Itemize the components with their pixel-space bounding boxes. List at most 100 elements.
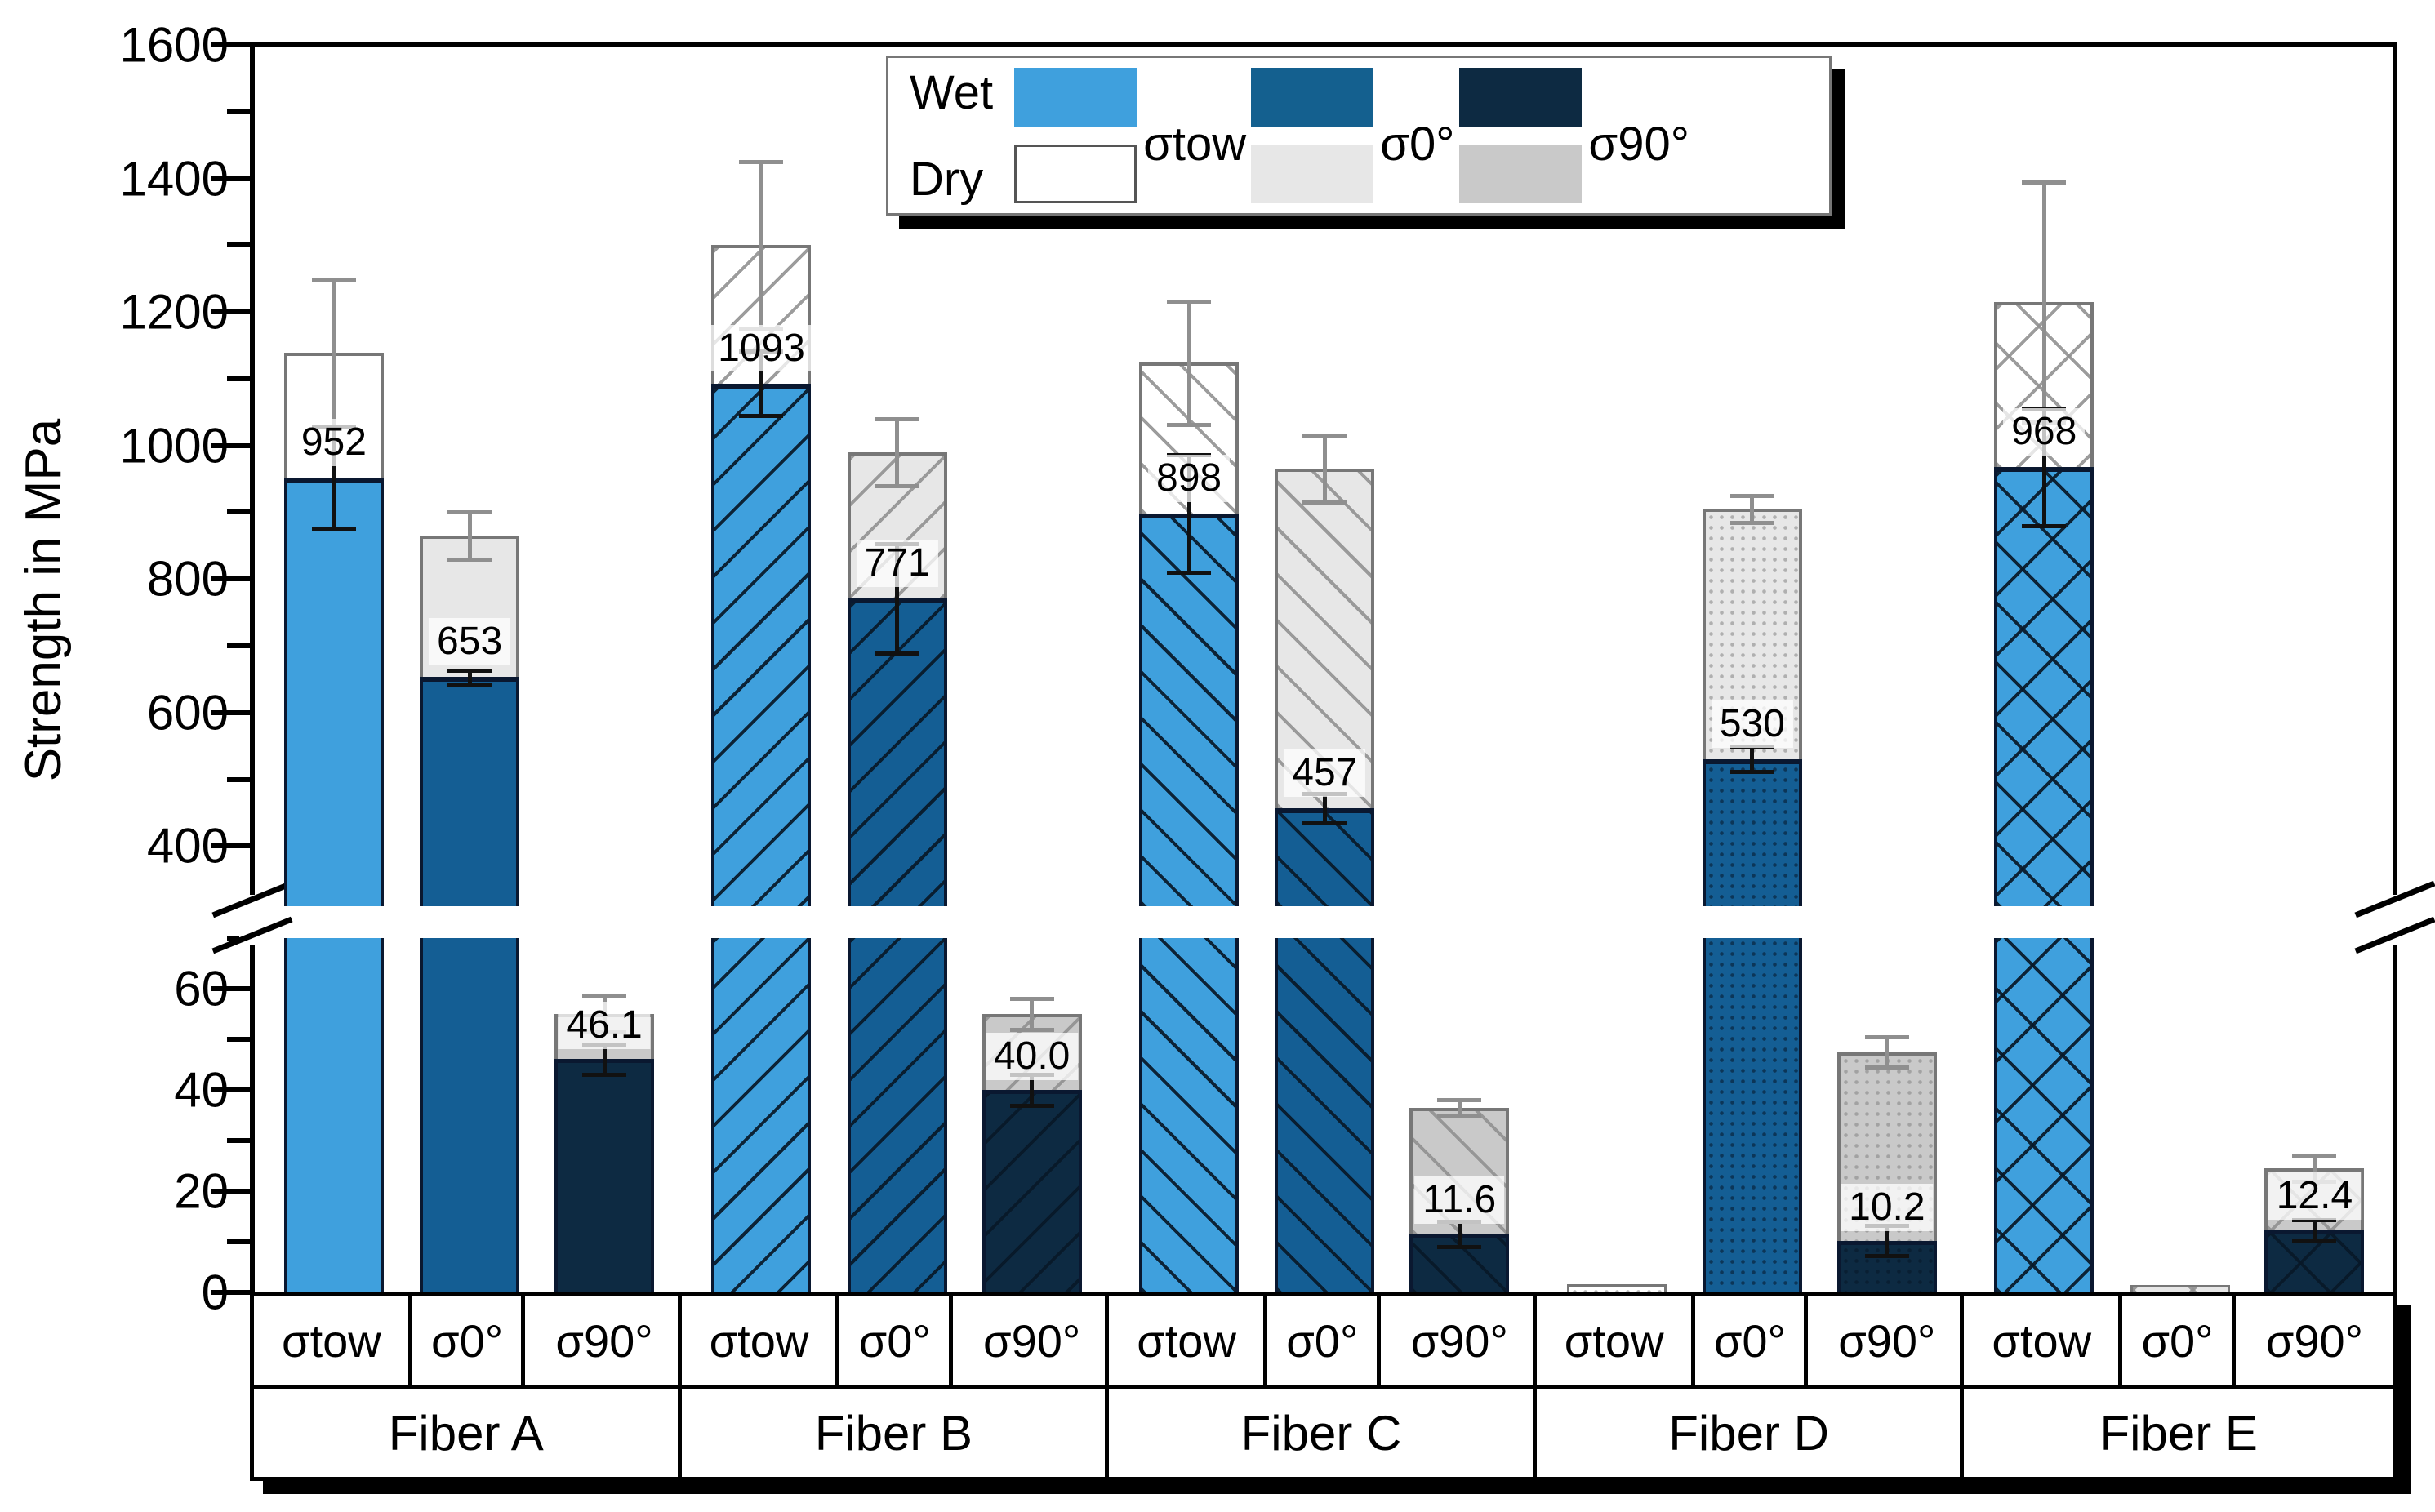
y-lower-minor-50-tick — [227, 1037, 250, 1042]
legend-label-0deg: σ0° — [1380, 117, 1455, 171]
y-upper-minor-500-tick — [227, 776, 250, 782]
x-group-FiberB: Fiber B — [677, 1385, 1111, 1481]
bar-FiberD-90deg-dry-err-captop — [1864, 1034, 1909, 1039]
y-upper-minor-700-tick — [227, 643, 250, 649]
y-lower-60-tick — [211, 986, 250, 991]
y-upper-600-label: 600 — [146, 685, 229, 740]
legend-swatch-dry-0deg — [1251, 145, 1374, 203]
bar-FiberD-0deg-wet-upper — [1702, 759, 1802, 906]
bar-FiberC-tow-wet-err-capbot — [1167, 571, 1212, 576]
legend-unit-0deg: σ0° — [1251, 64, 1459, 205]
x-label-FiberE-tow: σtow — [1960, 1292, 2124, 1389]
bar-FiberB-0deg-wet-err-line — [895, 543, 900, 654]
bar-FiberD-0deg-wet-err-capbot — [1729, 769, 1774, 774]
y-upper-minor-1500-tick — [227, 109, 250, 114]
y-lower-0-label: 0 — [201, 1265, 229, 1320]
y-lower-20-tick — [211, 1189, 250, 1194]
legend-row-names: Wet Dry — [910, 64, 1014, 205]
bar-FiberD-0deg-wet-err-line — [1750, 747, 1755, 772]
y-lower-20-label: 20 — [174, 1163, 229, 1219]
y-upper-minor-1300-tick — [227, 242, 250, 248]
bar-FiberC-tow-value-label: 898 — [1148, 455, 1231, 502]
bar-FiberB-tow-wet-lower — [711, 938, 812, 1292]
x-label-FiberD-tow: σtow — [1532, 1292, 1696, 1389]
bar-FiberE-tow-dry-err-line — [2041, 181, 2046, 423]
bar-FiberC-tow-wet-upper — [1139, 514, 1240, 906]
x-label-FiberE-90deg: σ90° — [2231, 1292, 2397, 1389]
bar-FiberD-90deg-wet-err-line — [1885, 1225, 1890, 1256]
bar-FiberE-tow-wet-err-capbot — [2022, 523, 2067, 528]
bar-FiberE-90deg-dry-err-line — [2312, 1155, 2317, 1181]
bar-FiberA-0deg-wet-err-captop — [447, 669, 492, 674]
bar-FiberA-90deg-wet-lower — [554, 1059, 655, 1292]
x-group-FiberE: Fiber E — [1960, 1385, 2397, 1481]
bar-FiberD-0deg-wet-err-captop — [1729, 745, 1774, 750]
bar-FiberE-tow-dry-err-captop — [2022, 180, 2067, 185]
bar-FiberB-0deg-wet-lower — [847, 938, 947, 1292]
bar-FiberB-tow-wet-err-line — [759, 351, 763, 416]
y-upper-400-tick — [211, 843, 250, 849]
y-upper-minor-1100-tick — [227, 376, 250, 381]
legend-swatch-wet-0deg — [1251, 68, 1374, 127]
bar-FiberC-0deg-wet-err-line — [1322, 793, 1327, 823]
bar-FiberE-90deg-dry-err-captop — [2292, 1154, 2337, 1158]
bar-FiberA-90deg-dry-err-captop — [582, 994, 627, 999]
bar-FiberC-0deg-value-label: 457 — [1284, 749, 1366, 797]
bar-FiberB-90deg-dry-err-capbot — [1009, 1027, 1054, 1032]
x-label-FiberC-tow: σtow — [1105, 1292, 1268, 1389]
bar-FiberC-tow-dry-err-line — [1186, 301, 1191, 425]
y-upper-800-label: 800 — [146, 551, 229, 607]
bar-FiberA-0deg-wet-upper — [420, 677, 520, 906]
y-axis-line — [250, 42, 255, 1297]
bar-FiberE-tow-wet-err-line — [2041, 407, 2046, 526]
x-group-FiberD: Fiber D — [1532, 1385, 1965, 1481]
legend-wet-label: Wet — [910, 66, 994, 119]
bar-FiberD-90deg-dry-err-capbot — [1864, 1065, 1909, 1070]
legend-swatch-dry-90deg — [1459, 145, 1583, 203]
bar-FiberB-tow-dry-err-line — [759, 162, 763, 329]
bar-FiberA-90deg-value-label: 46.1 — [558, 1002, 651, 1049]
x-label-FiberE-0deg: σ0° — [2118, 1292, 2237, 1389]
y-lower-40-label: 40 — [174, 1062, 229, 1118]
bar-FiberB-tow-dry-err-captop — [739, 160, 784, 165]
bar-FiberD-90deg-dry-err-line — [1885, 1036, 1890, 1068]
bar-FiberD-tow-dry-sliver — [1566, 1284, 1667, 1292]
legend-label-tow: σtow — [1143, 117, 1247, 171]
bar-FiberC-tow-wet-lower — [1139, 938, 1240, 1292]
y-upper-1400-tick — [211, 176, 250, 181]
legend-swatch-dry-tow — [1014, 145, 1137, 203]
bar-FiberD-90deg-wet-err-capbot — [1864, 1254, 1909, 1259]
bar-FiberA-tow-dry-err-line — [332, 279, 336, 426]
bar-FiberB-0deg-wet-err-capbot — [875, 651, 919, 656]
y-upper-1400-label: 1400 — [119, 151, 229, 207]
y-upper-minor-900-tick — [227, 509, 250, 515]
bar-FiberE-90deg-value-label: 12.4 — [2268, 1172, 2362, 1220]
bar-FiberB-0deg-value-label: 771 — [856, 539, 938, 587]
y-upper-1200-tick — [211, 309, 250, 315]
bar-FiberB-90deg-wet-err-capbot — [1009, 1103, 1054, 1108]
bar-FiberA-tow-wet-lower — [283, 938, 384, 1292]
y-lower-40-tick — [211, 1087, 250, 1092]
bar-FiberD-0deg-dry-err-capbot — [1729, 520, 1774, 525]
bar-FiberA-0deg-dry-err-captop — [447, 510, 492, 515]
bar-FiberC-tow-dry-err-captop — [1167, 300, 1212, 305]
bar-FiberD-0deg-dry-err-captop — [1729, 494, 1774, 499]
x-label-FiberA-90deg: σ90° — [521, 1292, 688, 1389]
bar-FiberD-0deg-value-label: 530 — [1711, 700, 1793, 748]
bar-FiberB-0deg-dry-err-captop — [875, 416, 919, 421]
y-upper-1600-label: 1600 — [119, 17, 229, 73]
x-label-FiberB-90deg: σ90° — [949, 1292, 1115, 1389]
x-label-FiberA-tow: σtow — [250, 1292, 413, 1389]
bar-FiberB-90deg-dry-err-captop — [1009, 997, 1054, 1002]
bar-FiberD-0deg-dry-err-line — [1750, 496, 1755, 523]
bar-FiberC-0deg-wet-err-capbot — [1302, 820, 1347, 825]
bar-FiberA-90deg-wet-err-line — [602, 1043, 607, 1074]
x-label-FiberA-0deg: σ0° — [407, 1292, 527, 1389]
bar-FiberA-0deg-wet-err-capbot — [447, 682, 492, 687]
legend-swatch-wet-tow — [1014, 68, 1137, 127]
bar-FiberA-tow-dry-err-captop — [311, 278, 356, 282]
bar-FiberC-90deg-dry-err-captop — [1437, 1098, 1482, 1103]
bar-FiberA-90deg-wet-err-capbot — [582, 1072, 627, 1077]
x-label-FiberB-0deg: σ0° — [835, 1292, 955, 1389]
bar-FiberE-90deg-wet-err-line — [2312, 1219, 2317, 1240]
